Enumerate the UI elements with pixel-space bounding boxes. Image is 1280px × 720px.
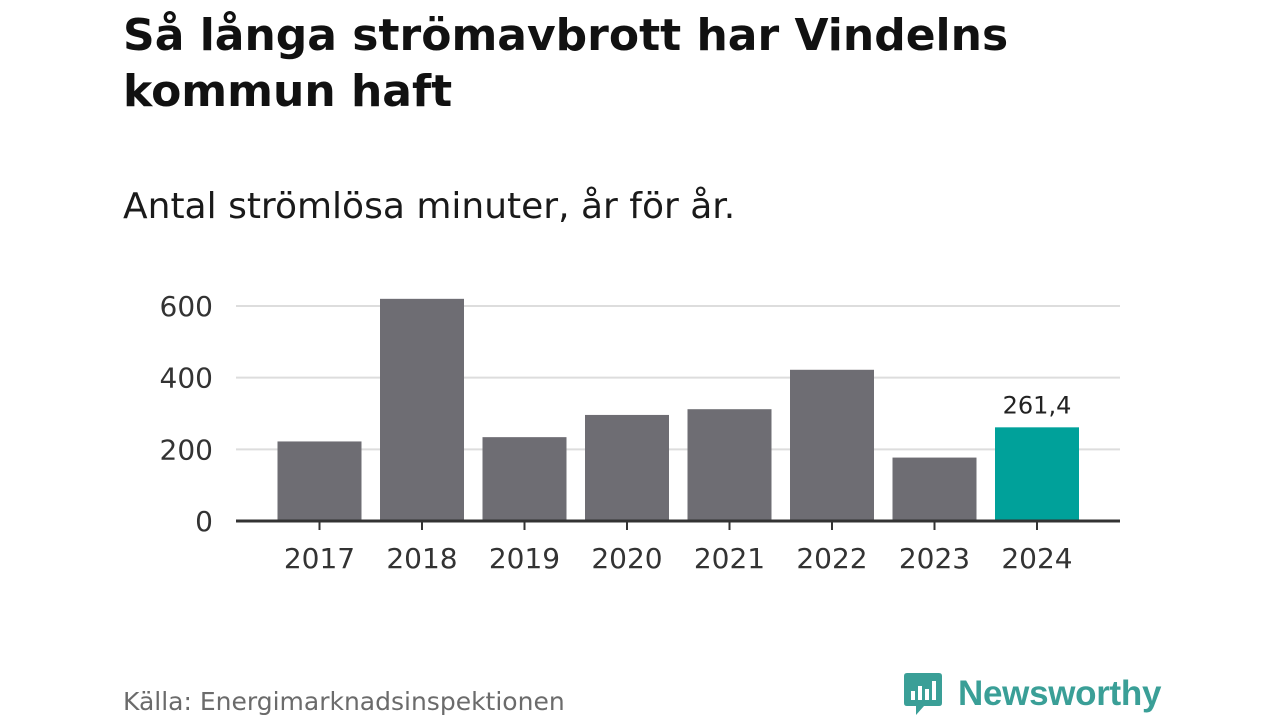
x-tick-label-2018: 2018 [386,542,457,575]
labels: 0 200 400 600 2017 2018 2019 2020 2021 2022 2023 20… [160,290,1073,575]
bar-2021 [687,409,772,521]
y-tick-label-600: 600 [160,290,213,323]
chart-subtitle: Antal strömlösa minuter, år för år. [123,186,736,227]
axes [236,519,1120,530]
bar-2020 [585,414,669,521]
newsworthy-brand: Newsworthy [902,670,1161,718]
x-tick-label-2023: 2023 [899,542,970,575]
x-tick-label-2024: 2024 [1001,542,1072,575]
gridlines [236,305,1120,451]
data-label-2024: 261,4 [1003,391,1072,419]
x-tick-label-2022: 2022 [796,542,867,575]
y-tick-label-200: 200 [160,433,213,466]
bar-2017 [277,441,362,521]
bar-2022 [790,369,874,521]
bar-2019 [482,437,567,521]
source-note: Källa: Energimarknadsinspektionen [123,687,565,716]
y-tick-label-0: 0 [195,505,213,538]
bar-chart-speech-bubble-icon [904,673,942,715]
y-tick-label-400: 400 [160,362,213,395]
bar-2023 [892,457,977,521]
brand-name: Newsworthy [958,674,1162,713]
x-tick-label-2017: 2017 [284,542,355,575]
bar-2024 [995,427,1079,521]
x-tick-label-2021: 2021 [694,542,765,575]
bars [277,298,1079,521]
chart-title: Så långa strömavbrott har Vindelns kommu… [123,10,1009,117]
x-tick-label-2019: 2019 [489,542,560,575]
x-tick-label-2020: 2020 [591,542,662,575]
bar-2018 [380,298,464,521]
